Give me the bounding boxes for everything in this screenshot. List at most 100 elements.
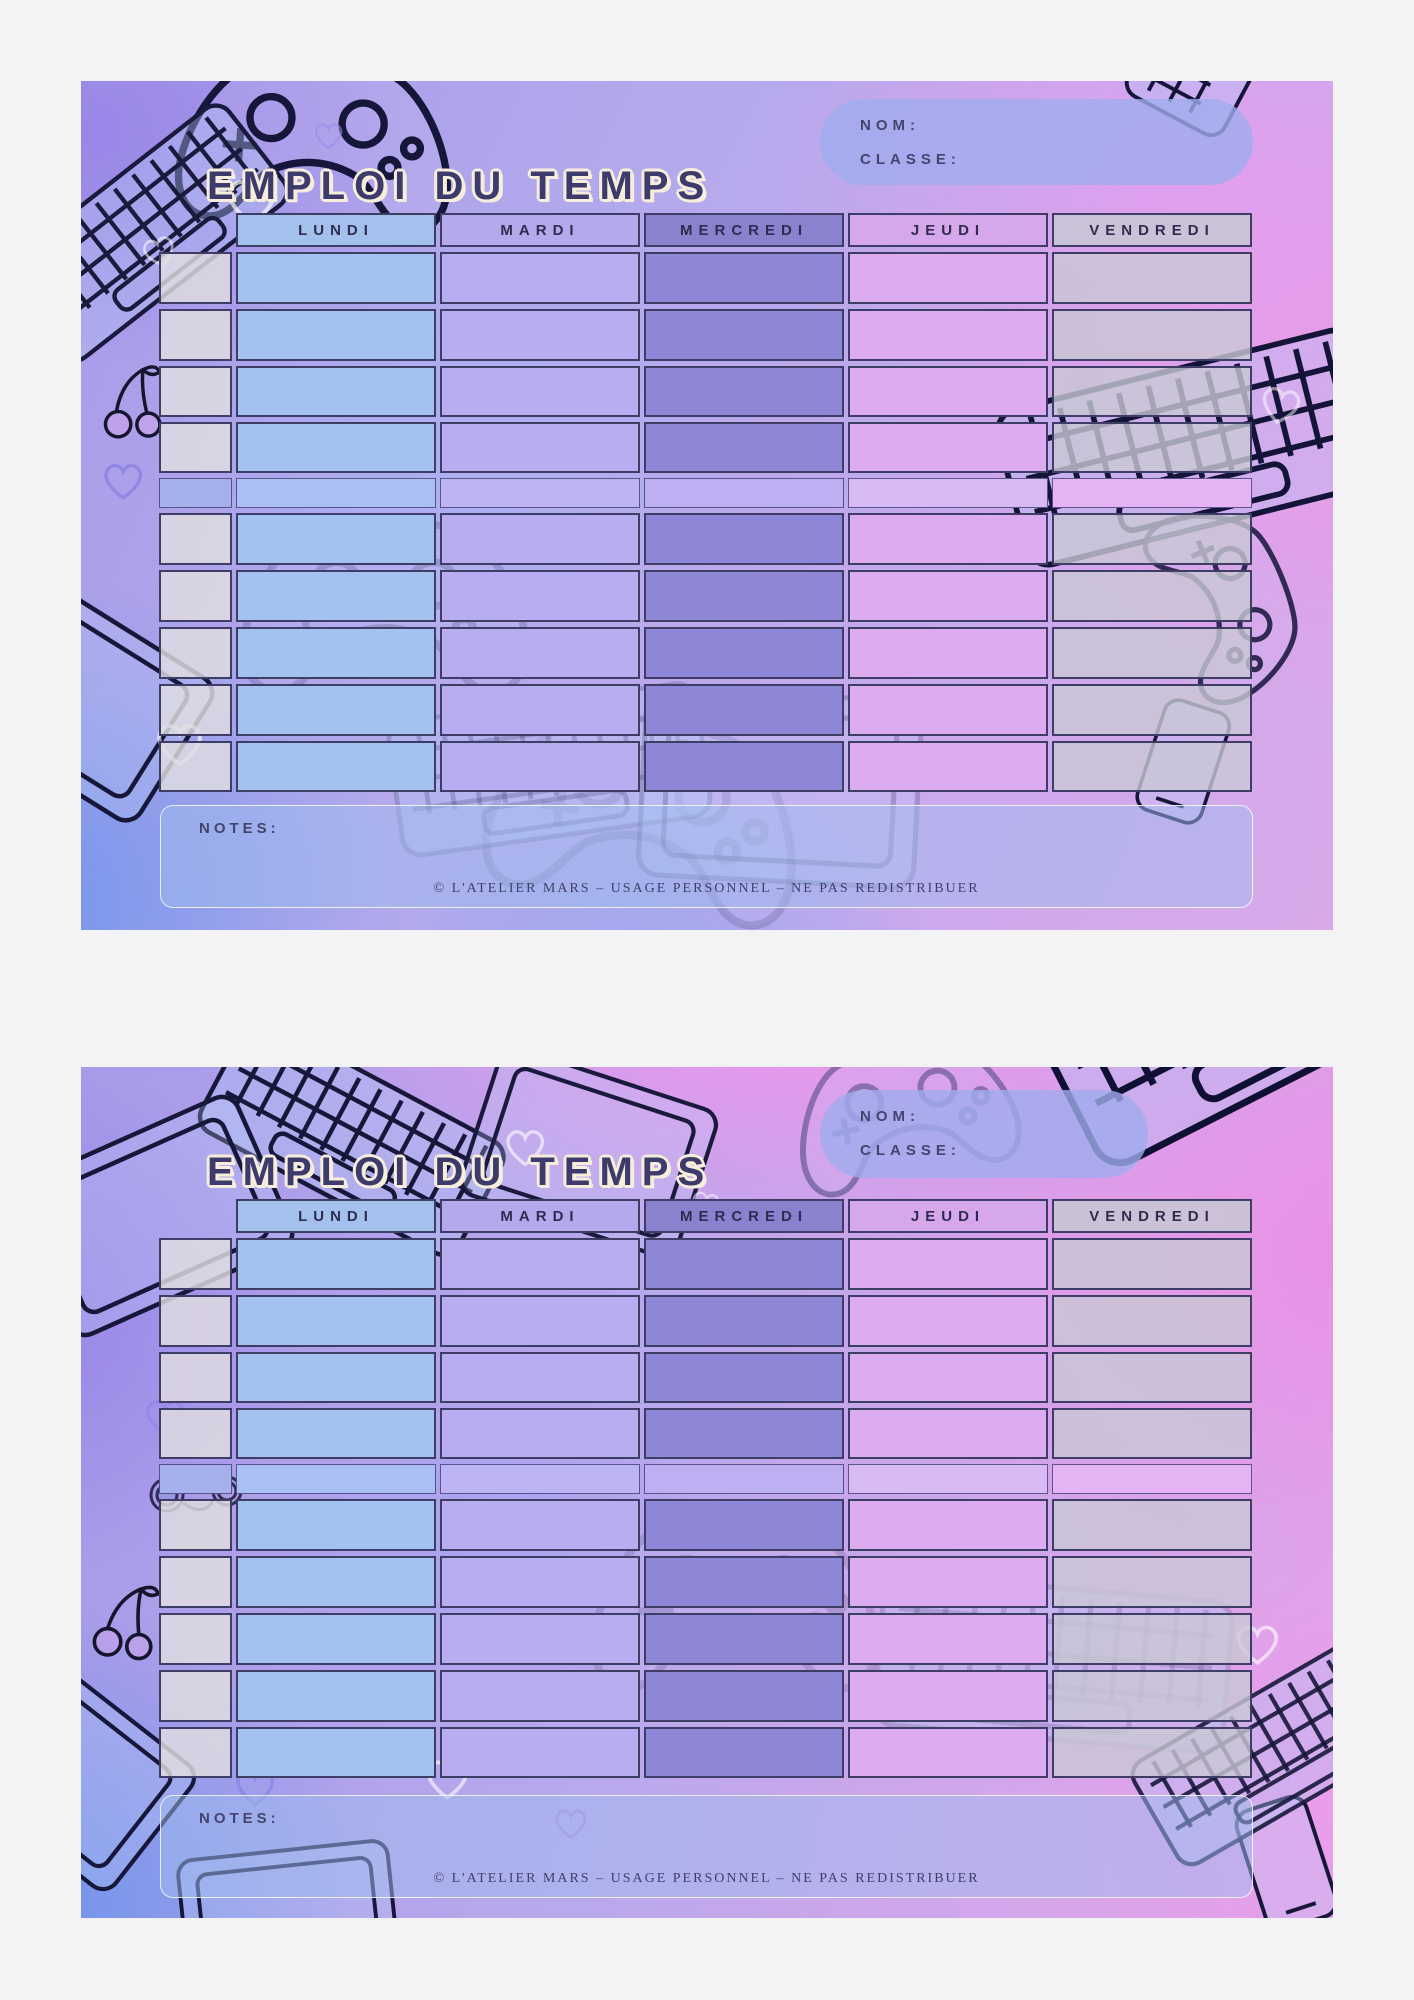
schedule-cell-mercredi bbox=[644, 741, 844, 792]
schedule-cell-vendredi bbox=[1052, 1238, 1252, 1290]
schedule-cell-lundi bbox=[236, 1238, 436, 1290]
time-cell bbox=[159, 1613, 232, 1665]
day-header-mardi: MARDI bbox=[440, 213, 640, 247]
schedule-cell-vendredi bbox=[1052, 513, 1252, 565]
notes-label: NOTES: bbox=[199, 1810, 280, 1827]
schedule-cell-jeudi bbox=[848, 1556, 1048, 1608]
schedule-cell-jeudi bbox=[848, 422, 1048, 473]
cherry-doodle-icon bbox=[96, 364, 170, 444]
schedule-cell-mardi bbox=[440, 309, 640, 361]
schedule-cell-vendredi bbox=[1052, 422, 1252, 473]
schedule-cell-lundi bbox=[236, 1556, 436, 1608]
heart-doodle-icon bbox=[104, 463, 143, 500]
schedule-cell-jeudi bbox=[848, 627, 1048, 679]
schedule-cell-vendredi bbox=[1052, 366, 1252, 417]
time-cell bbox=[159, 1352, 232, 1403]
schedule-cell-mercredi bbox=[644, 1727, 844, 1778]
schedule-cell-vendredi bbox=[1052, 627, 1252, 679]
schedule-cell-lundi bbox=[236, 627, 436, 679]
schedule-cell-mardi bbox=[440, 1613, 640, 1665]
day-header-mercredi: MERCREDI bbox=[644, 213, 844, 247]
notes-label: NOTES: bbox=[199, 820, 280, 837]
break-cell-jeudi bbox=[848, 1464, 1048, 1494]
schedule-cell-mercredi bbox=[644, 1670, 844, 1722]
schedule-cell-mardi bbox=[440, 1295, 640, 1347]
page-title: EMPLOI DU TEMPS bbox=[207, 163, 714, 208]
time-cell bbox=[159, 741, 232, 792]
schedule-cell-jeudi bbox=[848, 1352, 1048, 1403]
schedule-cell-lundi bbox=[236, 1408, 436, 1459]
schedule-cell-lundi bbox=[236, 1352, 436, 1403]
schedule-cell-lundi bbox=[236, 1727, 436, 1778]
time-cell bbox=[159, 1499, 232, 1551]
schedule-cell-vendredi bbox=[1052, 1670, 1252, 1722]
notes-box: NOTES: © L'ATELIER MARS – USAGE PERSONNE… bbox=[160, 1795, 1253, 1898]
break-cell-mardi bbox=[440, 478, 640, 508]
schedule-cell-lundi bbox=[236, 741, 436, 792]
schedule-cell-mardi bbox=[440, 252, 640, 304]
class-label: CLASSE: bbox=[860, 151, 961, 168]
day-header-jeudi: JEUDI bbox=[848, 1199, 1048, 1233]
page-title: EMPLOI DU TEMPS bbox=[207, 1149, 714, 1194]
schedule-cell-jeudi bbox=[848, 1295, 1048, 1347]
schedule-cell-vendredi bbox=[1052, 309, 1252, 361]
schedule-cell-mardi bbox=[440, 1408, 640, 1459]
schedule-cell-lundi bbox=[236, 309, 436, 361]
day-header-lundi: LUNDI bbox=[236, 213, 436, 247]
schedule-cell-jeudi bbox=[848, 252, 1048, 304]
schedule-cell-lundi bbox=[236, 252, 436, 304]
day-header-lundi: LUNDI bbox=[236, 1199, 436, 1233]
schedule-cell-mercredi bbox=[644, 1556, 844, 1608]
schedule-cell-jeudi bbox=[848, 1670, 1048, 1722]
schedule-cell-jeudi bbox=[848, 684, 1048, 736]
schedule-cell-mardi bbox=[440, 684, 640, 736]
break-cell-lundi bbox=[236, 1464, 436, 1494]
day-header-mardi: MARDI bbox=[440, 1199, 640, 1233]
time-cell bbox=[159, 252, 232, 304]
schedule-cell-vendredi bbox=[1052, 684, 1252, 736]
schedule-cell-vendredi bbox=[1052, 252, 1252, 304]
schedule-grid: LUNDI MARDI MERCREDI JEUDI VENDREDI bbox=[159, 213, 1252, 792]
schedule-cell-mardi bbox=[440, 1556, 640, 1608]
schedule-cell-mardi bbox=[440, 1499, 640, 1551]
break-cell-lundi bbox=[236, 478, 436, 508]
name-class-box: NOM: CLASSE: bbox=[820, 99, 1253, 185]
schedule-cell-mardi bbox=[440, 422, 640, 473]
copyright-text: © L'ATELIER MARS – USAGE PERSONNEL – NE … bbox=[433, 881, 980, 896]
day-header-mercredi: MERCREDI bbox=[644, 1199, 844, 1233]
name-label: NOM: bbox=[860, 117, 920, 134]
break-time-cell bbox=[159, 478, 232, 508]
schedule-cell-mercredi bbox=[644, 1238, 844, 1290]
schedule-cell-jeudi bbox=[848, 309, 1048, 361]
schedule-cell-vendredi bbox=[1052, 1408, 1252, 1459]
schedule-cell-mercredi bbox=[644, 252, 844, 304]
schedule-cell-lundi bbox=[236, 513, 436, 565]
schedule-cell-mardi bbox=[440, 1352, 640, 1403]
schedule-cell-mercredi bbox=[644, 422, 844, 473]
schedule-cell-vendredi bbox=[1052, 1295, 1252, 1347]
schedule-cell-mercredi bbox=[644, 570, 844, 622]
time-cell bbox=[159, 570, 232, 622]
break-cell-mercredi bbox=[644, 1464, 844, 1494]
name-label: NOM: bbox=[860, 1108, 920, 1125]
schedule-cell-lundi bbox=[236, 570, 436, 622]
schedule-cell-mercredi bbox=[644, 627, 844, 679]
schedule-cell-jeudi bbox=[848, 1499, 1048, 1551]
time-cell bbox=[159, 1670, 232, 1722]
schedule-grid: LUNDI MARDI MERCREDI JEUDI VENDREDI bbox=[159, 1199, 1252, 1778]
schedule-cell-mardi bbox=[440, 1727, 640, 1778]
schedule-cell-jeudi bbox=[848, 1238, 1048, 1290]
time-cell bbox=[159, 1408, 232, 1459]
break-cell-jeudi bbox=[848, 478, 1048, 508]
schedule-cell-mercredi bbox=[644, 1499, 844, 1551]
time-cell bbox=[159, 684, 232, 736]
schedule-cell-jeudi bbox=[848, 1727, 1048, 1778]
break-cell-vendredi bbox=[1052, 1464, 1252, 1494]
schedule-cell-mardi bbox=[440, 1238, 640, 1290]
schedule-cell-jeudi bbox=[848, 741, 1048, 792]
time-cell bbox=[159, 1556, 232, 1608]
schedule-cell-jeudi bbox=[848, 366, 1048, 417]
break-cell-vendredi bbox=[1052, 478, 1252, 508]
schedule-cell-mercredi bbox=[644, 1613, 844, 1665]
